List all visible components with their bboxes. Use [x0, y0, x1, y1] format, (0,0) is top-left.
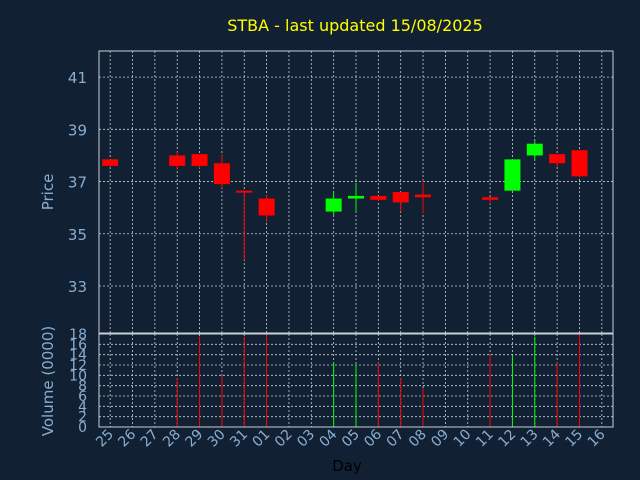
candle-body	[213, 163, 230, 185]
volume-tick-label: 6	[78, 389, 87, 405]
candle-body	[415, 194, 432, 198]
candle-body	[526, 143, 543, 156]
x-tick-label: 08	[406, 427, 430, 451]
x-tick-label: 13	[518, 427, 542, 451]
x-tick-label: 04	[317, 426, 341, 450]
x-tick-labels: 2526272829303101020304050607080910111213…	[93, 426, 609, 450]
x-tick-label: 15	[562, 427, 586, 451]
x-tick-label: 05	[339, 427, 363, 451]
x-tick-label: 02	[272, 427, 296, 451]
x-tick-label: 03	[294, 427, 318, 451]
x-tick-label: 10	[451, 427, 475, 451]
volume-tick-label: 10	[69, 368, 87, 384]
candle-body	[571, 150, 588, 177]
candle-body	[348, 195, 364, 199]
x-tick-label: 30	[205, 427, 229, 451]
volume-tick-label: 8	[78, 379, 87, 395]
price-tick-label: 35	[68, 226, 87, 244]
candle-body	[102, 159, 119, 166]
volume-tick-label: 4	[78, 399, 87, 415]
x-tick-label: 06	[361, 426, 385, 450]
candle-body	[504, 159, 521, 191]
x-tick-label: 16	[585, 426, 609, 450]
price-y-ticks: 33 35 37 39 41	[68, 69, 87, 296]
volume-tick-label: 2	[78, 410, 87, 426]
volume-tick-label: 14	[69, 348, 87, 364]
volume-panel-frame	[98, 333, 614, 428]
candle-body	[191, 154, 208, 166]
chart-title: STBA - last updated 15/08/2025	[227, 16, 483, 35]
price-tick-label: 39	[68, 121, 87, 139]
x-tick-label: 27	[138, 427, 162, 451]
candle-body	[482, 197, 499, 200]
candle-body	[236, 190, 253, 193]
x-tick-label: 12	[495, 427, 519, 451]
x-tick-label: 29	[182, 427, 206, 451]
candle-body	[325, 198, 342, 212]
volume-tick-label: 0	[78, 420, 87, 436]
candle-body	[549, 154, 566, 164]
candles	[102, 141, 588, 260]
volume-axis-label: Volume (0000)	[39, 326, 57, 436]
price-axis-label: Price	[39, 174, 57, 211]
x-tick-label: 11	[473, 427, 497, 451]
candle-body	[169, 155, 186, 166]
candle-body	[370, 195, 387, 200]
volume-bars	[176, 334, 580, 427]
candle-body	[392, 192, 409, 203]
x-tick-label: 07	[384, 427, 408, 451]
x-tick-label: 26	[115, 426, 139, 450]
volume-tick-label: 12	[69, 358, 87, 374]
volume-tick-label: 18	[69, 327, 87, 343]
x-tick-label: 28	[160, 427, 184, 451]
x-tick-label: 09	[428, 427, 452, 451]
price-tick-label: 41	[68, 69, 87, 87]
x-axis-label: Day	[332, 457, 362, 475]
price-tick-label: 33	[68, 278, 87, 296]
candle-body	[258, 198, 275, 216]
price-tick-label: 37	[68, 174, 87, 192]
x-tick-label: 31	[227, 427, 251, 451]
x-tick-label: 25	[93, 427, 117, 451]
price-panel-frame	[98, 50, 614, 334]
volume-tick-label: 16	[69, 337, 87, 353]
x-tick-label: 14	[540, 426, 564, 450]
x-tick-label: 01	[250, 427, 274, 451]
